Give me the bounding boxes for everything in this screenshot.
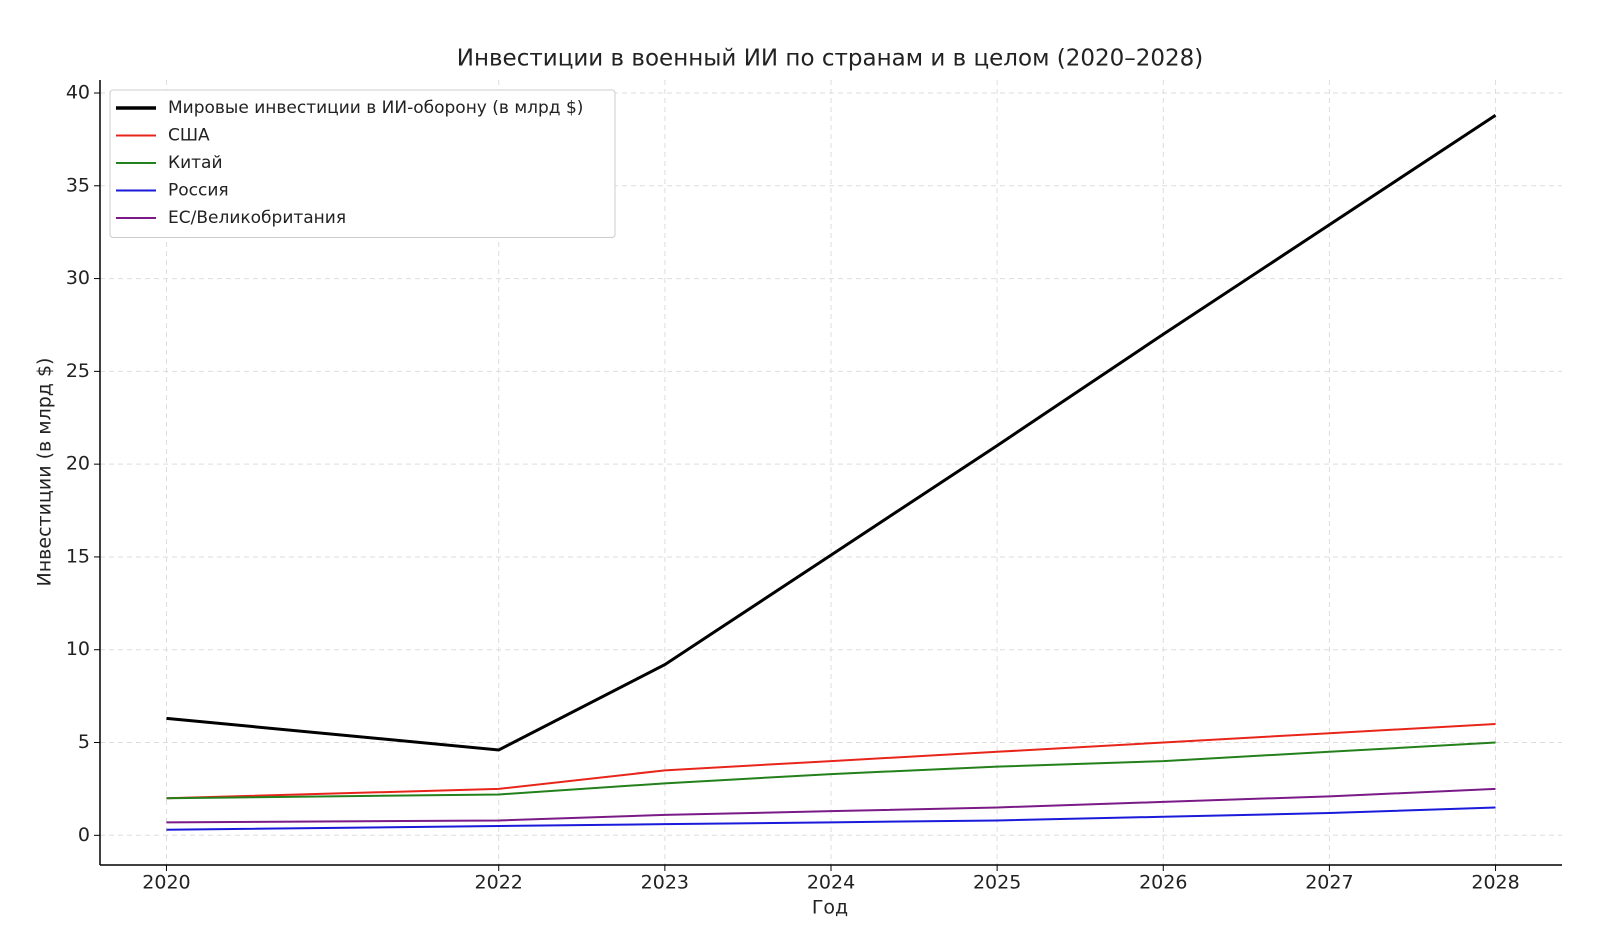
series-line [166,741,1496,800]
y-axis-label: Инвестиции (в млрд $) [34,358,56,587]
y-tick-label: 20 [66,453,90,475]
y-tick-label: 40 [66,81,90,103]
y-tick-label: 25 [66,360,90,382]
legend-label: США [168,126,210,146]
x-tick-label: 2024 [807,872,855,894]
legend-label: Китай [168,153,223,173]
y-tick-label: 10 [66,638,90,660]
y-tick-label: 15 [66,545,90,567]
x-tick-label: 2020 [142,872,190,894]
x-axis-label: Год [812,897,848,919]
x-tick-label: 2023 [641,872,689,894]
legend-label: ЕС/Великобритания [168,208,346,228]
x-tick-label: 2022 [475,872,523,894]
x-tick-label: 2025 [973,872,1021,894]
chart-title: Инвестиции в военный ИИ по странам и в ц… [457,46,1204,72]
legend-label: Россия [168,181,229,201]
x-tick-label: 2027 [1305,872,1353,894]
x-tick-label: 2028 [1471,872,1519,894]
legend-box [109,89,616,238]
series-line [166,114,1497,752]
y-tick-label: 0 [78,824,90,846]
x-tick-label: 2026 [1139,872,1187,894]
legend-label: Мировые инвестиции в ИИ-оборону (в млрд … [168,98,583,118]
series-line [166,806,1496,831]
y-tick-label: 35 [66,174,90,196]
y-tick-label: 5 [78,731,90,753]
series-line [166,722,1496,800]
y-tick-label: 30 [66,267,90,289]
series-line [166,787,1496,824]
